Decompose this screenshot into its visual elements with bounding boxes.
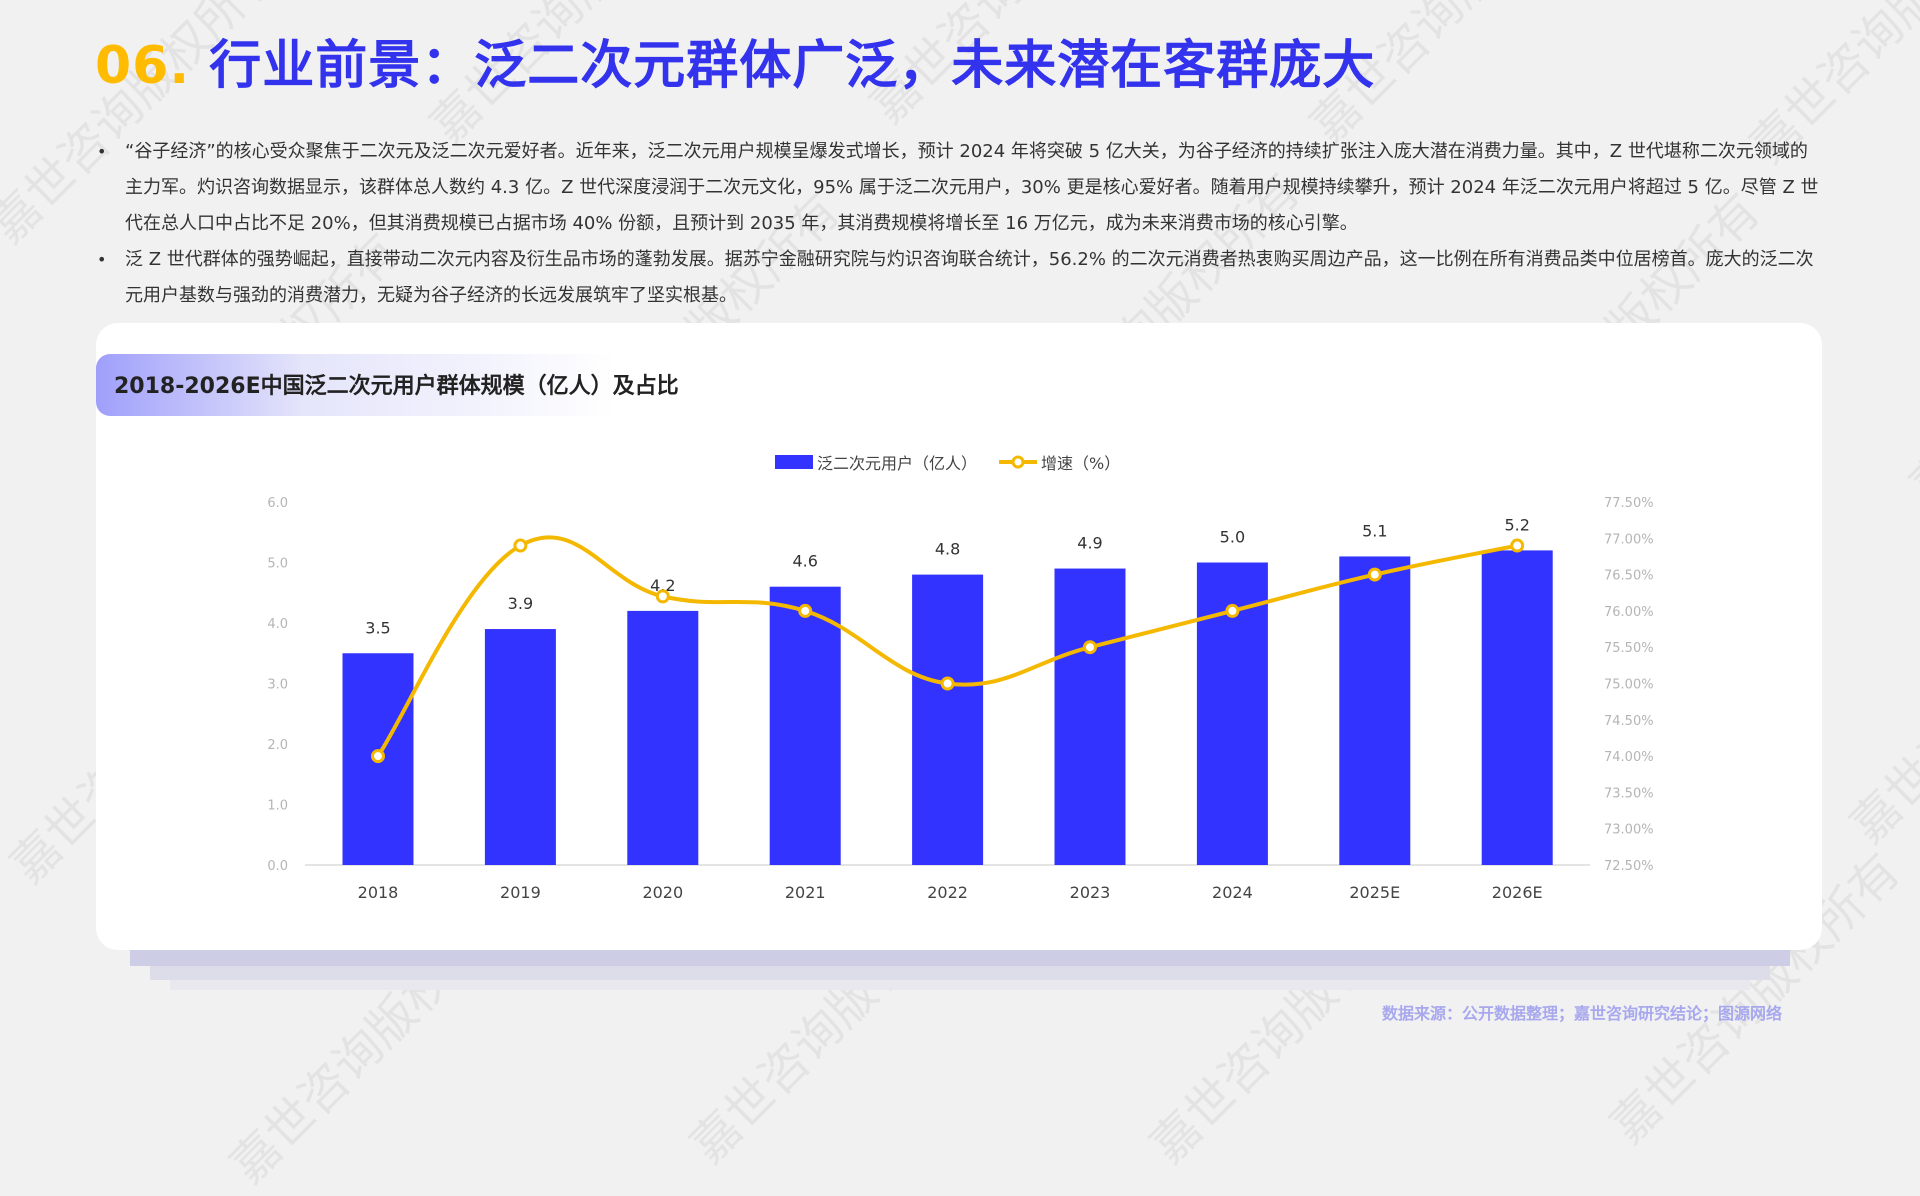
bar[interactable] — [1054, 568, 1126, 865]
bullet-item: “谷子经济”的核心受众聚焦于二次元及泛二次元爱好者。近年来，泛二次元用户规模呈爆… — [95, 134, 1825, 242]
bar-value-label: 5.2 — [1504, 515, 1529, 534]
line-point[interactable] — [1225, 603, 1240, 618]
bar-value-label: 3.5 — [365, 618, 390, 637]
right-axis-tick: 72.50% — [1604, 859, 1654, 874]
bar-value-label: 4.9 — [1077, 534, 1102, 553]
left-axis-tick: 0.0 — [267, 859, 288, 874]
line-point[interactable] — [798, 603, 813, 618]
x-axis-label: 2023 — [1070, 883, 1111, 902]
line-point[interactable] — [940, 676, 955, 691]
bar-value-label: 3.9 — [508, 594, 533, 613]
x-axis-label: 2021 — [785, 883, 826, 902]
legend-item-bar[interactable]: 泛二次元用户（亿人） — [775, 450, 977, 474]
section-number: 06. — [95, 36, 191, 96]
x-axis-label: 2018 — [358, 883, 399, 902]
left-axis-tick: 6.0 — [267, 496, 288, 511]
x-axis-label: 2022 — [927, 883, 968, 902]
line-point[interactable] — [655, 589, 670, 604]
bar[interactable] — [769, 586, 841, 865]
card-shadow — [130, 950, 1790, 966]
left-axis-tick: 3.0 — [267, 678, 288, 693]
line-point[interactable] — [1367, 567, 1382, 582]
right-axis-tick: 77.50% — [1604, 496, 1654, 511]
x-axis-label: 2019 — [500, 883, 541, 902]
chart-title: 2018-2026E中国泛二次元用户群体规模（亿人）及占比 — [114, 374, 679, 399]
line-point[interactable] — [1083, 640, 1097, 655]
bullet-list: “谷子经济”的核心受众聚焦于二次元及泛二次元爱好者。近年来，泛二次元用户规模呈爆… — [95, 134, 1825, 314]
bar-value-label: 5.0 — [1220, 528, 1245, 547]
left-axis-tick: 2.0 — [267, 738, 288, 753]
right-axis-tick: 77.00% — [1604, 532, 1654, 547]
bar[interactable] — [1481, 550, 1553, 865]
left-axis-tick: 5.0 — [267, 557, 288, 572]
chart-title-banner: 2018-2026E中国泛二次元用户群体规模（亿人）及占比 — [96, 354, 679, 416]
line-point[interactable] — [513, 538, 528, 553]
legend-label: 泛二次元用户（亿人） — [817, 454, 978, 473]
card-shadow — [170, 980, 1750, 990]
right-axis-tick: 76.50% — [1604, 569, 1654, 584]
bar-swatch-icon — [775, 455, 813, 469]
right-axis-tick: 73.00% — [1604, 823, 1654, 838]
legend-item-line[interactable]: 增速（%） — [999, 450, 1120, 474]
right-axis-tick: 74.50% — [1604, 714, 1654, 729]
right-axis-tick: 76.00% — [1604, 605, 1654, 620]
growth-line — [376, 535, 1518, 758]
right-axis-tick: 75.50% — [1604, 641, 1654, 656]
page-title: 06. 行业前景：泛二次元群体广泛，未来潜在客群庞大 — [95, 30, 1375, 102]
right-axis-tick: 74.00% — [1604, 750, 1654, 765]
bar-value-label: 4.8 — [935, 540, 960, 559]
legend-label: 增速（%） — [1041, 454, 1121, 473]
bar[interactable] — [912, 574, 984, 865]
bullet-item: 泛 Z 世代群体的强势崛起，直接带动二次元内容及衍生品市场的蓬勃发展。据苏宁金融… — [95, 242, 1825, 314]
line-point[interactable] — [371, 749, 385, 764]
title-text: 行业前景：泛二次元群体广泛，未来潜在客群庞大 — [209, 36, 1376, 96]
card-shadow — [150, 966, 1770, 980]
line-point[interactable] — [1510, 538, 1525, 553]
left-axis-tick: 1.0 — [267, 799, 288, 814]
bar[interactable] — [1339, 556, 1411, 865]
line-marker-icon — [999, 455, 1038, 469]
bar-value-label: 4.2 — [650, 576, 675, 595]
bar-value-label: 4.6 — [792, 552, 817, 571]
x-axis-label: 2024 — [1212, 883, 1253, 902]
bar[interactable] — [627, 610, 699, 865]
combo-chart: 0.0 1.0 2.0 3.0 4.0 5.0 6.0 72.50% 73.00% 73.50% 7… — [267, 496, 1654, 902]
chart-legend: 泛二次元用户（亿人） 增速（%） — [775, 450, 1120, 474]
left-axis-tick: 4.0 — [267, 617, 288, 632]
bar[interactable] — [484, 629, 556, 865]
x-axis-label: 2025E — [1349, 883, 1400, 902]
right-axis-tick: 73.50% — [1604, 786, 1654, 801]
bar-value-label: 5.1 — [1362, 521, 1387, 540]
x-axis-label: 2026E — [1492, 883, 1543, 902]
right-axis-tick: 75.00% — [1604, 678, 1654, 693]
x-axis-label: 2020 — [642, 883, 683, 902]
data-source: 数据来源：公开数据整理；嘉世咨询研究结论；图源网络 — [1382, 1004, 1783, 1023]
